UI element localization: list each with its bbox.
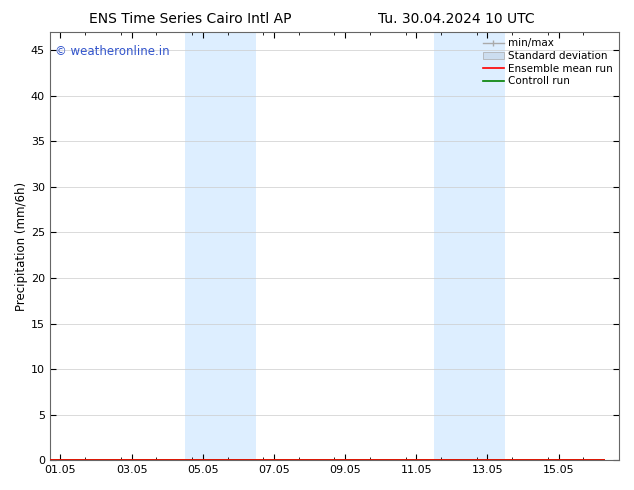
Text: ENS Time Series Cairo Intl AP: ENS Time Series Cairo Intl AP (89, 12, 292, 26)
Bar (434, 32, 505, 460)
Y-axis label: Precipitation (mm/6h): Precipitation (mm/6h) (15, 182, 28, 311)
Text: © weatheronline.in: © weatheronline.in (55, 45, 170, 58)
Legend: min/max, Standard deviation, Ensemble mean run, Controll run: min/max, Standard deviation, Ensemble me… (480, 35, 616, 89)
Bar (185, 32, 256, 460)
Text: Tu. 30.04.2024 10 UTC: Tu. 30.04.2024 10 UTC (378, 12, 535, 26)
